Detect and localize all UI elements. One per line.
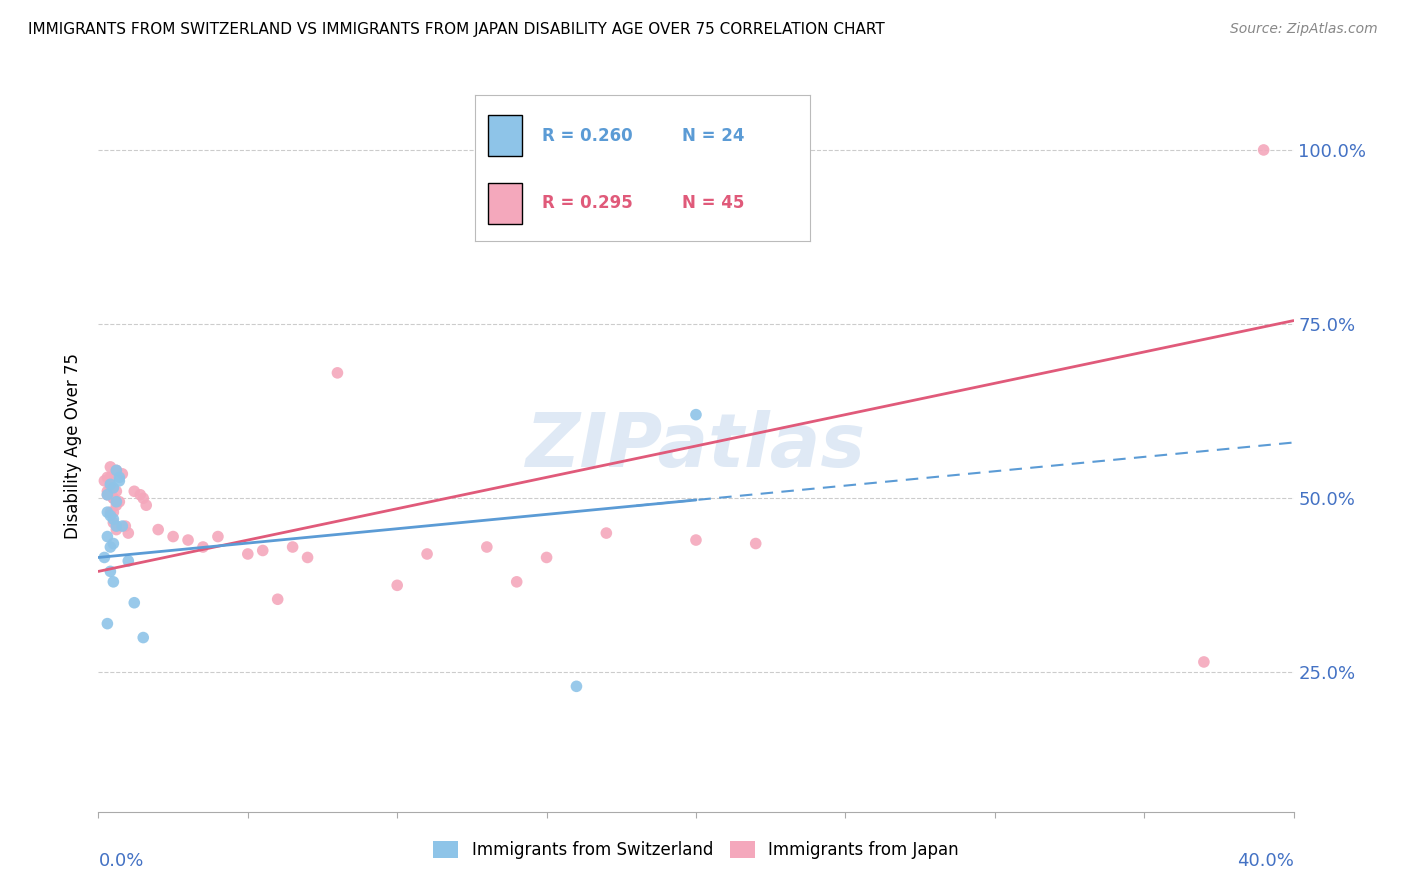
Point <box>685 408 707 422</box>
Point <box>135 498 157 512</box>
Point <box>93 550 115 565</box>
Point <box>105 498 128 512</box>
Point <box>105 484 128 499</box>
Point <box>100 505 122 519</box>
Point <box>148 523 170 537</box>
Point <box>108 494 131 508</box>
Point <box>105 463 128 477</box>
Point <box>93 474 115 488</box>
Point <box>96 530 118 544</box>
Point <box>506 574 529 589</box>
Point <box>100 481 122 495</box>
Point <box>105 519 128 533</box>
Point <box>281 540 304 554</box>
Point <box>326 366 349 380</box>
Point <box>100 459 122 474</box>
Text: ZIPatlas: ZIPatlas <box>526 409 866 483</box>
Point <box>595 526 617 541</box>
Legend: Immigrants from Switzerland, Immigrants from Japan: Immigrants from Switzerland, Immigrants … <box>426 834 966 865</box>
Point <box>105 523 128 537</box>
Point <box>100 508 122 523</box>
Point <box>129 488 152 502</box>
Point <box>267 592 290 607</box>
Point <box>96 505 118 519</box>
Point <box>297 550 319 565</box>
Point <box>105 463 128 477</box>
Point <box>117 526 139 541</box>
Point <box>114 519 136 533</box>
Point <box>191 540 214 554</box>
Point <box>475 540 498 554</box>
Point <box>100 565 122 579</box>
Point <box>132 491 155 506</box>
Point <box>103 481 125 495</box>
Point <box>1253 143 1275 157</box>
Point <box>207 530 229 544</box>
Point <box>108 474 131 488</box>
Point <box>103 536 125 550</box>
Point <box>103 491 125 506</box>
Point <box>96 488 118 502</box>
Point <box>105 494 128 508</box>
Text: IMMIGRANTS FROM SWITZERLAND VS IMMIGRANTS FROM JAPAN DISABILITY AGE OVER 75 CORR: IMMIGRANTS FROM SWITZERLAND VS IMMIGRANT… <box>28 22 884 37</box>
Point <box>536 550 558 565</box>
Point <box>100 470 122 484</box>
Point <box>1192 655 1215 669</box>
Point <box>162 530 184 544</box>
Point <box>385 578 409 592</box>
Point <box>96 484 118 499</box>
Point <box>103 512 125 526</box>
Point <box>236 547 259 561</box>
Point <box>100 540 122 554</box>
Point <box>111 519 134 533</box>
Point <box>685 533 707 547</box>
Point <box>252 543 274 558</box>
Point <box>177 533 200 547</box>
Point <box>103 491 125 506</box>
Point <box>416 547 439 561</box>
Point <box>117 554 139 568</box>
Point <box>111 467 134 481</box>
Text: Source: ZipAtlas.com: Source: ZipAtlas.com <box>1230 22 1378 37</box>
Point <box>108 470 131 484</box>
Point <box>103 505 125 519</box>
Point <box>100 477 122 491</box>
Text: 0.0%: 0.0% <box>98 852 143 870</box>
Point <box>124 484 146 499</box>
Point <box>124 596 146 610</box>
Point <box>103 516 125 530</box>
Point <box>96 616 118 631</box>
Point <box>103 574 125 589</box>
Point <box>96 488 118 502</box>
Text: 40.0%: 40.0% <box>1237 852 1294 870</box>
Point <box>745 536 768 550</box>
Y-axis label: Disability Age Over 75: Disability Age Over 75 <box>65 353 83 539</box>
Point <box>565 679 588 693</box>
Point <box>132 631 155 645</box>
Point <box>96 470 118 484</box>
